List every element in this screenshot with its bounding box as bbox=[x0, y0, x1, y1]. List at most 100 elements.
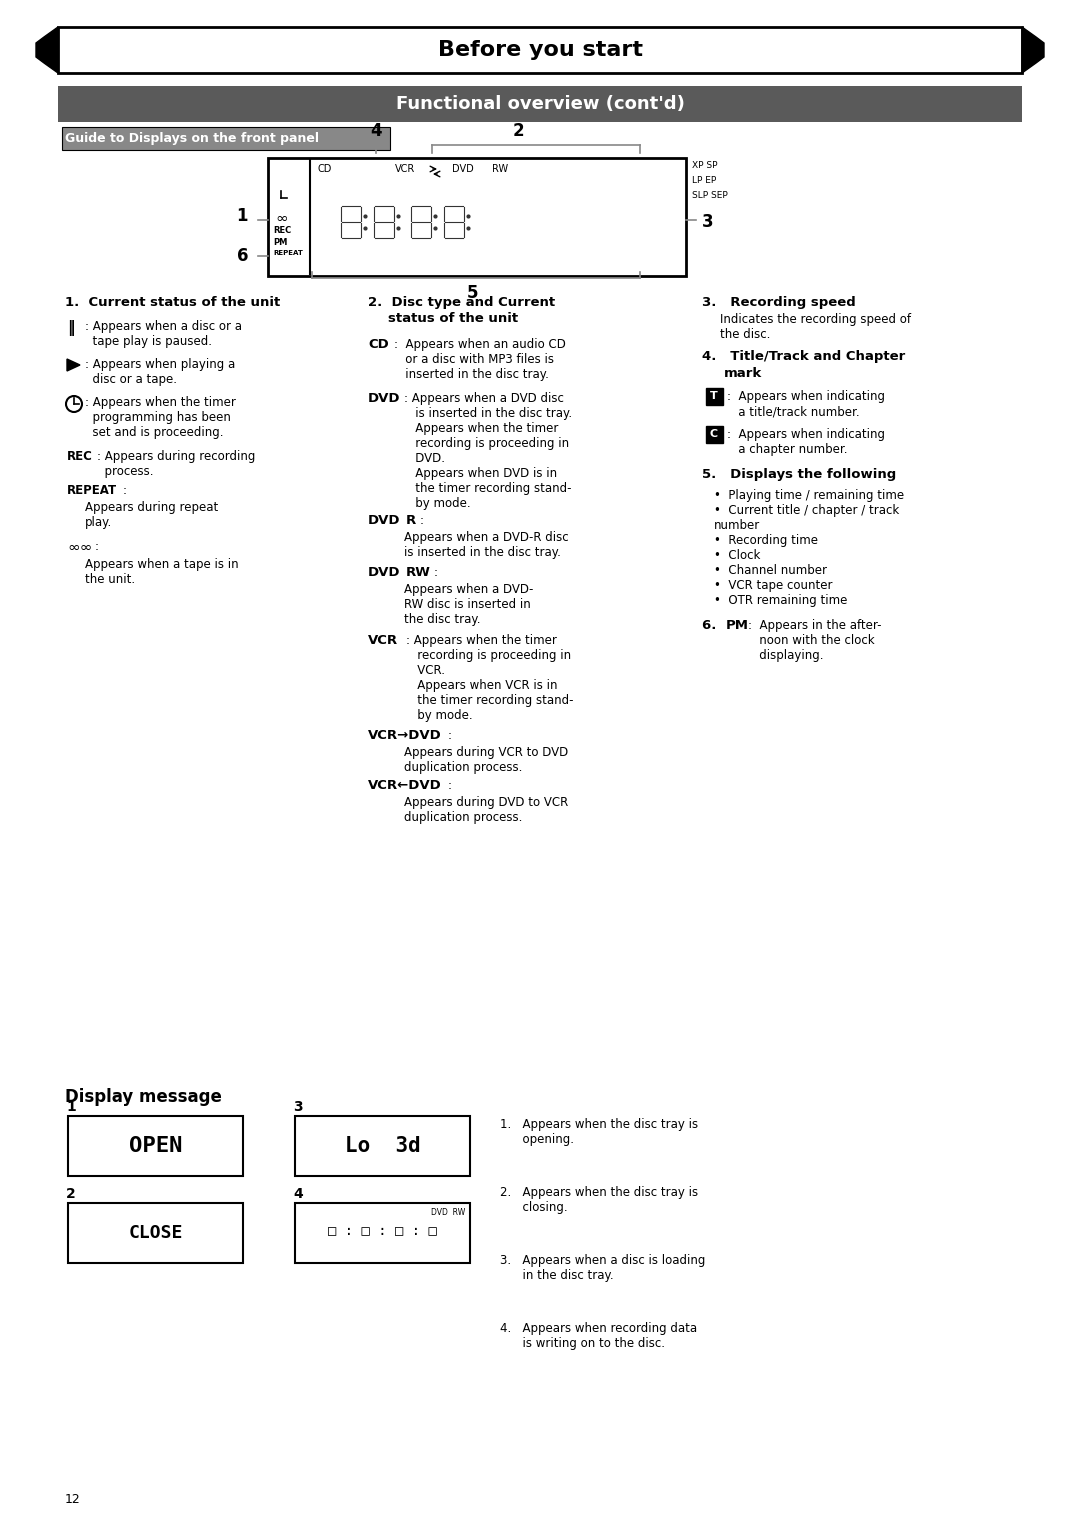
Text: 1.  Current status of the unit: 1. Current status of the unit bbox=[65, 296, 280, 309]
Text: programming has been: programming has been bbox=[85, 411, 231, 423]
Text: REPEAT: REPEAT bbox=[67, 484, 117, 497]
Text: C: C bbox=[480, 194, 488, 205]
Text: VCR: VCR bbox=[395, 163, 415, 174]
Text: the disc tray.: the disc tray. bbox=[404, 613, 481, 626]
Text: :  Appears when indicating: : Appears when indicating bbox=[727, 428, 885, 442]
Text: OPEN: OPEN bbox=[129, 1135, 183, 1157]
Text: SLP SEP: SLP SEP bbox=[692, 191, 728, 200]
Text: DVD: DVD bbox=[368, 393, 401, 405]
Text: duplication process.: duplication process. bbox=[404, 811, 523, 824]
Text: •  Current title / chapter / track
number: • Current title / chapter / track number bbox=[714, 504, 900, 532]
Text: : Appears when a disc or a: : Appears when a disc or a bbox=[85, 319, 242, 333]
Text: : Appears when a DVD disc: : Appears when a DVD disc bbox=[404, 393, 564, 405]
Text: VCR←DVD: VCR←DVD bbox=[368, 779, 442, 792]
Text: :  Appears when indicating: : Appears when indicating bbox=[727, 390, 885, 403]
Bar bbox=[295, 1203, 470, 1264]
Text: by mode.: by mode. bbox=[404, 497, 471, 510]
Polygon shape bbox=[292, 167, 306, 183]
Text: VCR: VCR bbox=[368, 634, 399, 646]
Text: 2: 2 bbox=[66, 1187, 76, 1201]
Text: tape play is paused.: tape play is paused. bbox=[85, 335, 212, 348]
Text: •  Channel number: • Channel number bbox=[714, 564, 827, 578]
Text: Appears during DVD to VCR: Appears during DVD to VCR bbox=[404, 796, 568, 808]
Text: DVD  RW: DVD RW bbox=[431, 1209, 465, 1216]
Text: recording is proceeding in: recording is proceeding in bbox=[404, 437, 569, 451]
Text: the unit.: the unit. bbox=[85, 573, 135, 587]
Bar bbox=[58, 86, 1022, 122]
Text: Appears when the timer: Appears when the timer bbox=[404, 422, 558, 435]
Text: C: C bbox=[710, 429, 718, 439]
Text: 2: 2 bbox=[512, 122, 524, 141]
Text: 12: 12 bbox=[65, 1493, 81, 1507]
Bar bbox=[275, 167, 280, 183]
Text: 1: 1 bbox=[237, 206, 248, 225]
Text: :: : bbox=[123, 484, 127, 497]
Text: ∞: ∞ bbox=[275, 211, 287, 226]
Polygon shape bbox=[1022, 28, 1044, 73]
Text: is inserted in the disc tray.: is inserted in the disc tray. bbox=[404, 545, 561, 559]
Text: CD: CD bbox=[318, 163, 333, 174]
Bar bbox=[68, 1115, 243, 1177]
Text: 3: 3 bbox=[293, 1100, 302, 1114]
Text: 5: 5 bbox=[467, 284, 477, 303]
Bar bbox=[68, 1203, 243, 1264]
Text: 4.   Appears when recording data
      is writing on to the disc.: 4. Appears when recording data is writin… bbox=[500, 1322, 697, 1351]
Text: R: R bbox=[406, 513, 416, 527]
Text: noon with the clock: noon with the clock bbox=[748, 634, 875, 646]
Text: Indicates the recording speed of: Indicates the recording speed of bbox=[720, 313, 912, 325]
Text: •  Clock: • Clock bbox=[714, 549, 760, 562]
Text: CLOSE: CLOSE bbox=[129, 1224, 183, 1242]
Bar bbox=[283, 167, 288, 183]
Bar bbox=[373, 203, 395, 241]
Text: status of the unit: status of the unit bbox=[388, 312, 518, 325]
Text: :: : bbox=[420, 513, 424, 527]
Text: 1.   Appears when the disc tray is
      opening.: 1. Appears when the disc tray is opening… bbox=[500, 1118, 698, 1146]
Text: DVD: DVD bbox=[368, 513, 401, 527]
Polygon shape bbox=[36, 28, 58, 73]
Text: RW: RW bbox=[491, 163, 508, 174]
Text: Appears when VCR is in: Appears when VCR is in bbox=[406, 678, 557, 692]
Text: Appears when a DVD-: Appears when a DVD- bbox=[404, 584, 534, 596]
Polygon shape bbox=[67, 359, 80, 371]
Text: □ : □ : □ : □: □ : □ : □ : □ bbox=[328, 1224, 437, 1238]
Text: 3.   Recording speed: 3. Recording speed bbox=[702, 296, 855, 309]
Text: Lo  3d: Lo 3d bbox=[345, 1135, 420, 1157]
Text: Appears when a DVD-R disc: Appears when a DVD-R disc bbox=[404, 532, 569, 544]
Bar bbox=[62, 127, 390, 150]
Text: 1: 1 bbox=[66, 1100, 76, 1114]
Text: ∞∞: ∞∞ bbox=[67, 539, 93, 555]
Text: DVD: DVD bbox=[368, 565, 401, 579]
Text: by mode.: by mode. bbox=[406, 709, 473, 723]
Bar bbox=[340, 203, 362, 241]
Text: :: : bbox=[448, 779, 453, 792]
Text: Appears during repeat: Appears during repeat bbox=[85, 501, 218, 513]
Text: : Appears during recording: : Appears during recording bbox=[97, 451, 255, 463]
Text: DVD: DVD bbox=[453, 163, 474, 174]
Text: Guide to Displays on the front panel: Guide to Displays on the front panel bbox=[65, 131, 319, 145]
Text: Appears when a tape is in: Appears when a tape is in bbox=[85, 558, 239, 571]
Text: the timer recording stand-: the timer recording stand- bbox=[404, 481, 571, 495]
Text: PM: PM bbox=[273, 238, 287, 248]
Text: T: T bbox=[711, 391, 718, 400]
Bar bbox=[318, 189, 335, 208]
Text: :  Appears when an audio CD: : Appears when an audio CD bbox=[394, 338, 566, 351]
Text: 3.   Appears when a disc is loading
      in the disc tray.: 3. Appears when a disc is loading in the… bbox=[500, 1254, 705, 1282]
Text: VCR→DVD: VCR→DVD bbox=[368, 729, 442, 743]
Text: VCR.: VCR. bbox=[406, 665, 445, 677]
Bar bbox=[295, 1115, 470, 1177]
Text: 2.   Appears when the disc tray is
      closing.: 2. Appears when the disc tray is closing… bbox=[500, 1186, 698, 1215]
Text: :  Appears in the after-: : Appears in the after- bbox=[748, 619, 881, 633]
Text: RW: RW bbox=[406, 565, 431, 579]
Text: 6.: 6. bbox=[702, 619, 726, 633]
Text: XP SP: XP SP bbox=[692, 160, 717, 170]
Text: •  OTR remaining time: • OTR remaining time bbox=[714, 594, 848, 607]
Text: play.: play. bbox=[85, 516, 112, 529]
Text: REC: REC bbox=[273, 226, 292, 235]
Text: Display message: Display message bbox=[65, 1088, 221, 1106]
Text: displaying.: displaying. bbox=[748, 649, 824, 662]
Text: is inserted in the disc tray.: is inserted in the disc tray. bbox=[404, 406, 572, 420]
Text: 6: 6 bbox=[237, 248, 248, 264]
Bar bbox=[706, 388, 723, 405]
Text: Appears when DVD is in: Appears when DVD is in bbox=[404, 468, 557, 480]
Text: RW disc is inserted in: RW disc is inserted in bbox=[404, 597, 530, 611]
